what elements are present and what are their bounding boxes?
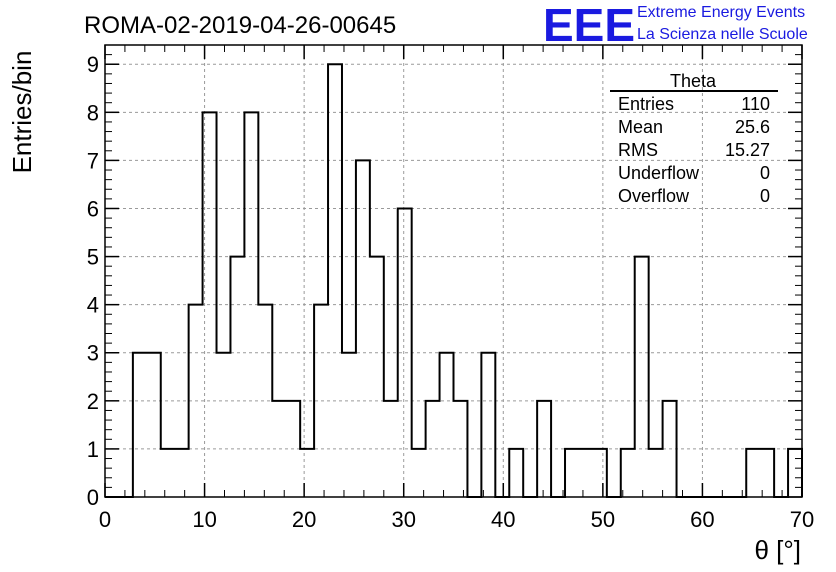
y-tick-label: 1 <box>87 437 99 462</box>
eee-logo: EEE Extreme Energy Events La Scienza nel… <box>543 0 808 51</box>
stats-value-mean: 25.6 <box>735 117 770 137</box>
y-tick-label: 7 <box>87 148 99 173</box>
x-tick-label: 60 <box>690 507 714 532</box>
histogram-bin <box>440 353 454 497</box>
histogram-bin <box>342 353 356 497</box>
stats-box: Theta Entries 110 Mean 25.6 RMS 15.27 Un… <box>610 71 778 206</box>
histogram-bin <box>230 257 244 497</box>
histogram-bin <box>175 449 189 497</box>
stats-title: Theta <box>670 71 717 91</box>
stats-label-rms: RMS <box>618 140 658 160</box>
y-tick-label: 4 <box>87 293 99 318</box>
histogram-bin <box>621 449 635 497</box>
stats-value-rms: 15.27 <box>725 140 770 160</box>
x-tick-label: 10 <box>192 507 216 532</box>
stats-value-entries: 110 <box>741 94 770 114</box>
histogram-bin <box>760 449 774 497</box>
logo-letters: EEE <box>543 0 635 51</box>
y-tick-label: 5 <box>87 245 99 270</box>
histogram-bin <box>300 449 314 497</box>
histogram-bars <box>105 63 803 498</box>
histogram-bin <box>509 449 523 497</box>
y-axis-title: Entries/bin <box>7 51 37 174</box>
histogram-bin <box>565 449 579 497</box>
plot-frame <box>104 44 803 498</box>
y-tick-label: 2 <box>87 389 99 414</box>
histogram-bin <box>356 160 370 497</box>
histogram-bin <box>147 353 161 497</box>
histogram-bin <box>481 353 495 497</box>
logo-line-2: La Scienza nelle Scuole <box>637 26 808 43</box>
y-tick-label: 3 <box>87 341 99 366</box>
x-tick-label: 40 <box>491 507 515 532</box>
stats-label-mean: Mean <box>618 117 663 137</box>
logo-line-1: Extreme Energy Events <box>637 4 805 21</box>
axis-ticks: 0 10 20 30 40 50 60 70 0 1 2 3 4 5 6 7 8 9 <box>87 44 814 532</box>
y-tick-label: 8 <box>87 100 99 125</box>
histogram-bin <box>788 449 802 497</box>
x-tick-label: 30 <box>391 507 415 532</box>
histogram-bin <box>649 449 663 497</box>
histogram-bin <box>133 353 147 497</box>
stats-value-overflow: 0 <box>760 186 770 206</box>
stats-label-entries: Entries <box>618 94 674 114</box>
y-tick-label: 9 <box>87 52 99 77</box>
histogram-bin <box>593 449 607 497</box>
stats-label-overflow: Overflow <box>618 186 690 206</box>
x-tick-label: 20 <box>292 507 316 532</box>
x-tick-label: 0 <box>99 507 111 532</box>
histogram-bin <box>328 64 342 497</box>
x-tick-label: 50 <box>591 507 615 532</box>
chart-title: ROMA-02-2019-04-26-00645 <box>84 12 396 39</box>
histogram-bin <box>635 257 649 497</box>
histogram-outline <box>105 63 803 498</box>
x-axis-title: θ [°] <box>754 535 801 565</box>
histogram-bin <box>579 449 593 497</box>
histogram-bin <box>217 353 231 497</box>
y-tick-label: 6 <box>87 196 99 221</box>
stats-value-underflow: 0 <box>760 163 770 183</box>
histogram-bin <box>412 449 426 497</box>
x-tick-label: 70 <box>790 507 814 532</box>
stats-label-underflow: Underflow <box>618 163 700 183</box>
y-tick-label: 0 <box>87 485 99 510</box>
histogram-bin <box>258 305 272 497</box>
histogram-bin <box>746 449 760 497</box>
histogram-bin <box>370 257 384 497</box>
histogram-bin <box>161 449 175 497</box>
